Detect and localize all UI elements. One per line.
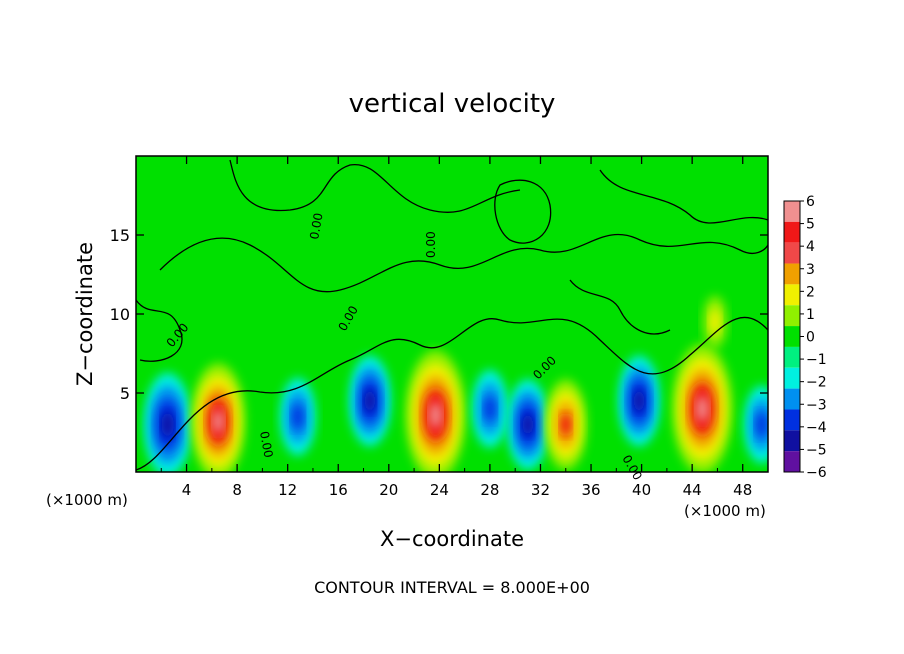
zero-contour-line bbox=[569, 279, 671, 335]
zero-contour-line bbox=[136, 299, 183, 362]
colorbar-swatch bbox=[784, 305, 800, 327]
downdraft-cell bbox=[348, 355, 391, 447]
x-tick-label: 32 bbox=[531, 481, 550, 499]
contour-label: 0.00 bbox=[424, 231, 438, 258]
velocity-contour-band bbox=[483, 395, 496, 422]
updraft-cell bbox=[191, 362, 246, 472]
velocity-contour-band bbox=[633, 389, 645, 413]
colorbar: 6 5 4 3 2 1 0 −1 −2 −3 −4 −5 −6 bbox=[783, 194, 827, 481]
colorbar-swatch bbox=[784, 346, 800, 368]
velocity-contour-band bbox=[212, 409, 224, 434]
updraft-cell bbox=[544, 379, 587, 471]
velocity-field bbox=[143, 295, 768, 472]
velocity-contour-band bbox=[161, 411, 174, 438]
downdraft-cell bbox=[143, 372, 192, 472]
x-tick-label: 24 bbox=[430, 481, 449, 499]
colorbar-swatch bbox=[784, 242, 800, 264]
x-tick-label: 20 bbox=[379, 481, 398, 499]
velocity-contour-band bbox=[522, 413, 534, 436]
downdraft-cell bbox=[471, 369, 508, 448]
x-tick-label: 28 bbox=[480, 481, 499, 499]
contour-label: 0.00 bbox=[257, 430, 275, 459]
y-tick-label: 10 bbox=[110, 305, 130, 324]
x-tick-label: 16 bbox=[329, 481, 348, 499]
zero-contour-line bbox=[229, 159, 521, 213]
colorbar-swatch bbox=[784, 451, 800, 472]
colorbar-label: −2 bbox=[806, 375, 827, 391]
zero-contour-line bbox=[494, 179, 552, 244]
zero-contour-line bbox=[159, 233, 768, 293]
y-axis-ticks: 5 10 15 bbox=[110, 226, 768, 403]
colorbar-label: −1 bbox=[806, 352, 827, 368]
updraft-cell bbox=[702, 295, 727, 348]
colorbar-label: 1 bbox=[806, 307, 815, 323]
x-tick-label: 40 bbox=[632, 481, 651, 499]
colorbar-label: −6 bbox=[806, 465, 827, 481]
downdraft-cell bbox=[279, 377, 316, 456]
colorbar-label: 6 bbox=[806, 194, 815, 210]
x-tick-label: 8 bbox=[232, 481, 242, 499]
colorbar-swatch bbox=[784, 409, 800, 431]
velocity-contour-band bbox=[429, 402, 442, 429]
velocity-contour-band bbox=[364, 389, 376, 413]
downdraft-cell bbox=[743, 385, 768, 464]
y-tick-label: 15 bbox=[110, 226, 130, 245]
colorbar-label: 4 bbox=[806, 239, 815, 255]
y-tick-label: 5 bbox=[120, 384, 130, 403]
x-unit-left: (×1000 m) bbox=[46, 491, 128, 509]
colorbar-swatch bbox=[784, 326, 800, 347]
chart-title: vertical velocity bbox=[349, 89, 556, 119]
x-tick-label: 12 bbox=[278, 481, 297, 499]
zero-contour-line bbox=[599, 169, 768, 224]
zero-contours bbox=[136, 159, 768, 471]
colorbar-label: −4 bbox=[806, 420, 827, 436]
colorbar-label: 0 bbox=[806, 330, 815, 346]
colorbar-label: 5 bbox=[806, 217, 815, 233]
contour-interval-footer: CONTOUR INTERVAL = 8.000E+00 bbox=[314, 578, 590, 597]
velocity-contour-band bbox=[291, 403, 304, 430]
updraft-cell bbox=[405, 350, 466, 472]
colorbar-swatch bbox=[784, 221, 800, 243]
x-axis-label: X−coordinate bbox=[380, 527, 524, 551]
x-axis-ticks: 4 8 12 16 20 24 28 32 36 40 44 48 bbox=[160, 156, 752, 499]
x-tick-label: 36 bbox=[581, 481, 600, 499]
colorbar-label: 2 bbox=[806, 284, 815, 300]
contour-label: 0.00 bbox=[307, 212, 325, 241]
velocity-contour-band bbox=[755, 411, 768, 438]
colorbar-swatch bbox=[784, 201, 800, 222]
downdraft-cell bbox=[506, 379, 549, 471]
downdraft-cell bbox=[618, 355, 661, 447]
x-tick-label: 44 bbox=[683, 481, 702, 499]
updraft-cell bbox=[672, 343, 733, 472]
zero-contour-line bbox=[136, 316, 768, 471]
y-axis-label: Z−coordinate bbox=[73, 242, 97, 386]
colorbar-swatch bbox=[784, 388, 800, 410]
colorbar-swatch bbox=[784, 367, 800, 389]
velocity-contour-band bbox=[708, 308, 721, 335]
colorbar-swatch bbox=[784, 263, 800, 285]
colorbar-swatch bbox=[784, 430, 800, 452]
colorbar-swatch bbox=[784, 284, 800, 306]
colorbar-label: −3 bbox=[806, 397, 827, 413]
x-tick-label: 4 bbox=[182, 481, 192, 499]
colorbar-label: 3 bbox=[806, 262, 815, 278]
colorbar-label: −5 bbox=[806, 442, 827, 458]
x-unit-right: (×1000 m) bbox=[684, 502, 766, 520]
x-tick-label: 48 bbox=[733, 481, 752, 499]
plot-area: 0.000.000.000.000.000.000.00 4 8 12 16 20 24 2… bbox=[110, 155, 769, 499]
velocity-contour-band bbox=[696, 395, 709, 422]
velocity-contour-band bbox=[560, 413, 572, 436]
